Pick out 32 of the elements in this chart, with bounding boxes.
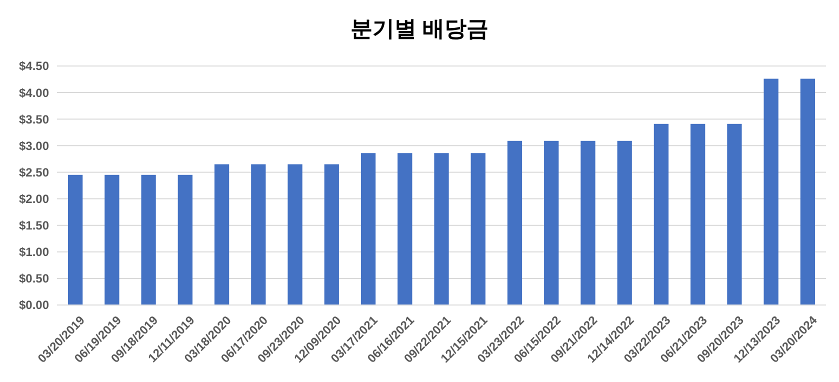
y-tick-label: $2.00 bbox=[18, 192, 50, 206]
bar bbox=[654, 124, 669, 305]
bar bbox=[68, 174, 83, 305]
bar bbox=[324, 164, 339, 305]
bar bbox=[507, 140, 522, 305]
bar bbox=[764, 78, 778, 305]
y-tick-label: $1.00 bbox=[18, 245, 50, 260]
bar bbox=[434, 153, 449, 305]
chart-title: 분기별 배당금 bbox=[350, 16, 489, 41]
y-tick-label: $3.00 bbox=[18, 138, 50, 153]
bar bbox=[800, 78, 816, 305]
bar bbox=[178, 174, 192, 305]
y-tick-label: $4.00 bbox=[18, 86, 50, 100]
bar bbox=[580, 140, 596, 305]
bar bbox=[544, 140, 559, 305]
y-tick-label: $4.50 bbox=[18, 59, 50, 74]
bar bbox=[251, 164, 266, 305]
bar bbox=[727, 124, 742, 305]
bar bbox=[288, 164, 302, 305]
y-tick-label: $2.50 bbox=[18, 165, 50, 180]
y-tick-label: $3.50 bbox=[18, 112, 50, 126]
bar bbox=[104, 174, 120, 305]
bar bbox=[360, 153, 376, 305]
bar bbox=[214, 164, 230, 305]
y-tick-label: $0.50 bbox=[18, 272, 50, 286]
bar bbox=[690, 124, 706, 305]
bar bbox=[617, 140, 632, 305]
bar bbox=[141, 174, 156, 305]
y-tick-label: $0.00 bbox=[18, 298, 50, 312]
y-tick-label: $1.50 bbox=[18, 218, 50, 233]
bar bbox=[470, 153, 486, 305]
bar bbox=[398, 153, 412, 305]
